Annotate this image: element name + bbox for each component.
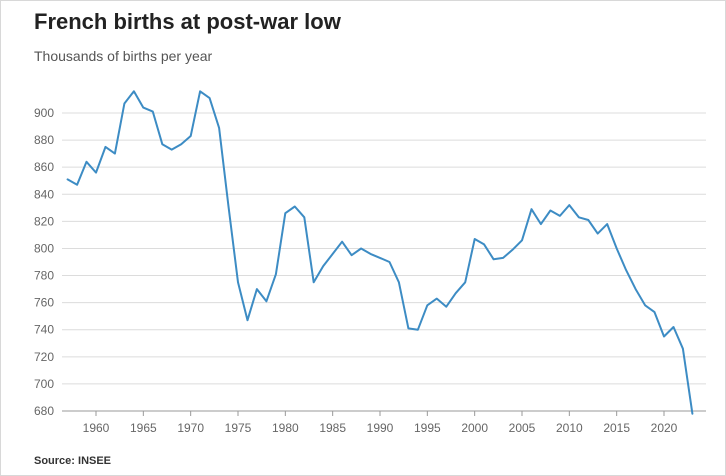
x-tick-label-1995: 1995 — [414, 421, 441, 435]
x-tick-label-2020: 2020 — [651, 421, 678, 435]
chart-title: French births at post-war low — [34, 9, 341, 34]
y-tick-label-880: 880 — [34, 133, 54, 147]
y-tick-label-840: 840 — [34, 187, 54, 201]
x-tick-label-1975: 1975 — [225, 421, 252, 435]
y-tick-label-860: 860 — [34, 160, 54, 174]
x-tick-label-1965: 1965 — [130, 421, 157, 435]
y-tick-label-720: 720 — [34, 350, 54, 364]
y-tick-label-740: 740 — [34, 323, 54, 337]
gridlines — [62, 112, 706, 412]
y-tick-label-700: 700 — [34, 377, 54, 391]
y-tick-label-680: 680 — [34, 404, 54, 418]
x-tick-label-2015: 2015 — [603, 421, 630, 435]
y-tick-label-760: 760 — [34, 296, 54, 310]
y-tick-label-820: 820 — [34, 214, 54, 228]
y-tick-label-800: 800 — [34, 241, 54, 255]
x-tick-label-1970: 1970 — [177, 421, 204, 435]
x-tick-label-2000: 2000 — [461, 421, 488, 435]
y-axis-ticks: 680 700 720 740 760 780 800 820 840 860 880 900 — [34, 106, 54, 418]
x-tick-label-1980: 1980 — [272, 421, 299, 435]
x-tick-label-1990: 1990 — [367, 421, 394, 435]
x-tick-label-1960: 1960 — [83, 421, 110, 435]
chart-subtitle: Thousands of births per year — [34, 48, 213, 64]
x-tick-label-2005: 2005 — [509, 421, 536, 435]
x-tick-label-1985: 1985 — [319, 421, 346, 435]
source-note: Source: INSEE — [34, 455, 112, 467]
y-tick-label-900: 900 — [34, 106, 54, 120]
y-tick-label-780: 780 — [34, 269, 54, 283]
x-axis-ticks: 1960 1965 1970 1975 1980 1985 1990 1995 2000 2005… — [83, 411, 678, 435]
series-line-0 — [66, 90, 694, 415]
series-lines — [66, 90, 694, 415]
x-tick-label-2010: 2010 — [556, 421, 583, 435]
